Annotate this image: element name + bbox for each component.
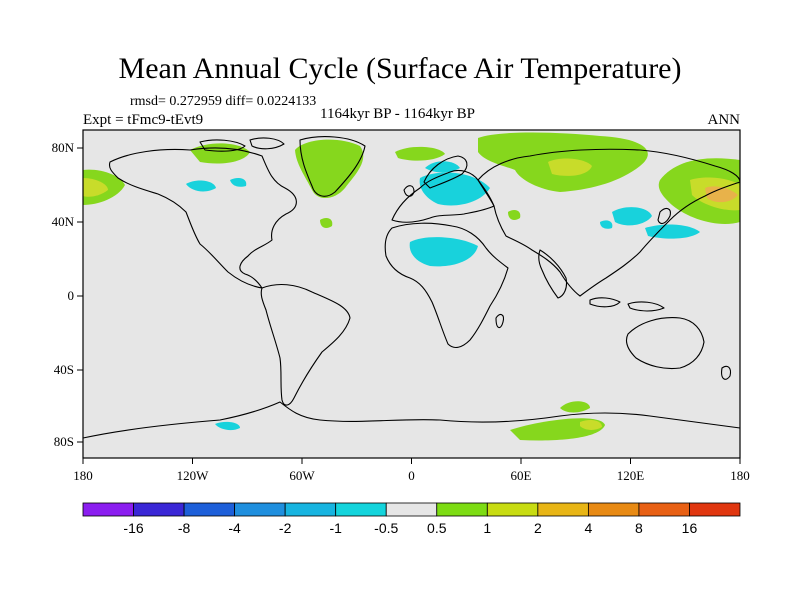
colorbar-label: -4 [228, 520, 241, 536]
anomaly-warmhigh-antarctic [580, 419, 602, 430]
map-background [83, 130, 740, 458]
anomaly-warm-scandinavia [395, 146, 445, 161]
stats-label: rmsd= 0.272959 diff= 0.0224133 [130, 94, 317, 109]
experiment-label: Expt = tFmc9-tEvt9 [83, 112, 204, 128]
anomaly-warm-greenland [295, 139, 364, 199]
coast-madagascar [495, 313, 504, 329]
colorbar-swatch [183, 502, 236, 517]
colorbar-label: -8 [178, 520, 191, 536]
coast-japan [657, 207, 671, 225]
anomaly-cool-china [612, 207, 652, 226]
colorbar-label: 2 [534, 520, 542, 536]
anomaly-warm-small-1 [508, 210, 521, 220]
lat-axis [77, 147, 83, 443]
anomaly-cool-small [600, 220, 613, 229]
lat-tick-label: 40N [52, 214, 75, 229]
anomaly-cool-europe [419, 172, 490, 206]
lon-tick-label: 120W [177, 468, 210, 483]
chart-title: Mean Annual Cycle (Surface Air Temperatu… [118, 52, 682, 85]
coast-new-zealand [721, 365, 732, 380]
anomaly-cool-arctic [425, 161, 460, 173]
coast-south-america [260, 283, 351, 406]
coast-antarctica [82, 401, 741, 439]
lat-tick-label: 80N [52, 140, 75, 155]
colorbar-swatch [284, 502, 337, 517]
colorbar-swatch [82, 502, 134, 517]
anomaly-fills [83, 132, 740, 441]
coast-british-isles [403, 185, 415, 197]
colorbar-swatch [436, 502, 488, 517]
colorbar-label: 0.5 [427, 520, 447, 536]
anomaly-cool-pacific [645, 224, 700, 239]
colorbar-swatch [689, 502, 741, 517]
colorbar-label: 16 [682, 520, 698, 536]
coast-india [538, 249, 568, 299]
lon-tick-label: 120E [617, 468, 645, 483]
colorbar-label: -16 [123, 520, 143, 536]
coast-asia [477, 148, 741, 297]
colorbar-label: 4 [584, 520, 592, 536]
lon-tick-label: 60W [289, 468, 315, 483]
coast-africa [384, 222, 509, 349]
lon-tick-label: 180 [730, 468, 750, 483]
colorbar-label: -0.5 [374, 520, 398, 536]
colorbar-swatch [335, 502, 387, 517]
coastlines [82, 136, 741, 439]
lon-tick-label: 180 [73, 468, 93, 483]
coast-indonesia [589, 297, 665, 312]
season-label: ANN [707, 112, 741, 128]
anomaly-warmhigh-siberia [548, 158, 592, 176]
colorbar-label: 1 [483, 520, 491, 536]
coast-greenland [299, 136, 366, 197]
coast-europe [391, 169, 495, 223]
coast-arctic-islands [199, 137, 285, 152]
coast-scandinavia [423, 155, 468, 189]
anomaly-warm-antarctic [560, 401, 590, 413]
lon-tick-label: 0 [408, 468, 415, 483]
colorbar-swatch [385, 502, 438, 517]
colorbar-label: 8 [635, 520, 643, 536]
anomaly-cool-antarctic [215, 421, 240, 431]
lon-axis [82, 458, 741, 464]
colorbar-swatch [133, 502, 185, 517]
anomaly-cool-alaska [230, 178, 247, 187]
colorbar-label: -1 [329, 520, 342, 536]
colorbar-swatch [638, 502, 690, 517]
period-label: 1164kyr BP - 1164kyr BP [320, 106, 476, 122]
anomaly-cool-sahara [409, 237, 478, 267]
lat-tick-label: 40S [54, 362, 74, 377]
colorbar-swatch [234, 502, 286, 517]
colorbar [82, 502, 741, 517]
colorbar-swatch [486, 502, 539, 517]
lon-tick-labels: 180 120W 60W 0 60E 120E 180 [73, 468, 750, 483]
coast-north-america [108, 147, 297, 289]
colorbar-label: -2 [279, 520, 292, 536]
lat-tick-label: 0 [68, 288, 75, 303]
lat-tick-labels: 80N 40N 0 40S 80S [52, 140, 75, 449]
colorbar-swatch [537, 502, 589, 517]
lon-tick-label: 60E [511, 468, 532, 483]
anomaly-warm-small-2 [320, 218, 333, 228]
colorbar-swatch [587, 502, 640, 517]
coast-australia [625, 317, 705, 370]
anomaly-hot-east [705, 186, 738, 203]
anomaly-warmhigh-west [83, 178, 108, 197]
anomaly-cool-canada [186, 180, 216, 192]
colorbar-labels: -16 -8 -4 -2 -1 -0.5 0.5 1 2 4 8 16 [123, 520, 697, 536]
lat-tick-label: 80S [54, 434, 74, 449]
